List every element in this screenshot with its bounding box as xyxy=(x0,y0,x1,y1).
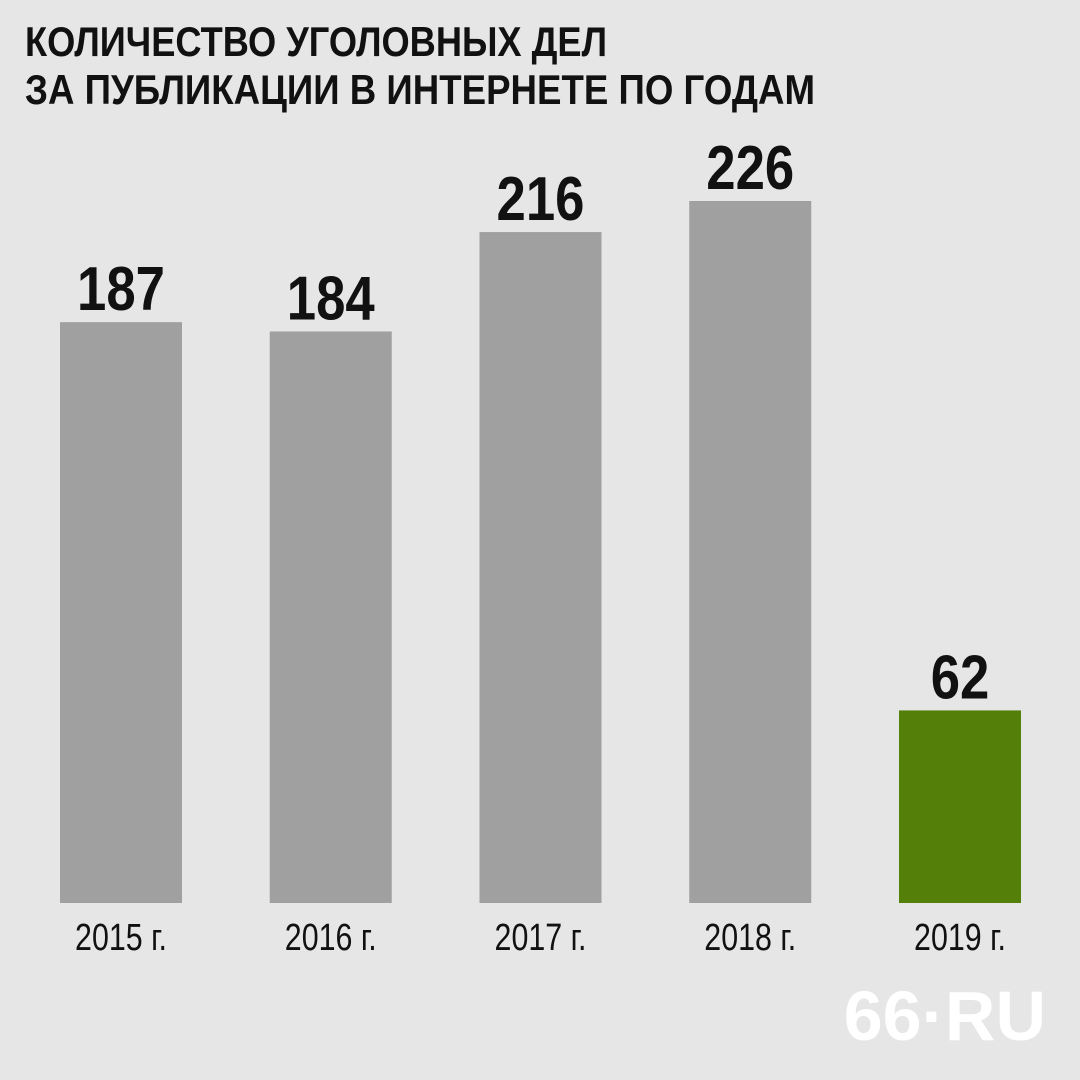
x-tick-label: 2016 г. xyxy=(285,917,377,959)
bar xyxy=(689,201,812,903)
chart-title: КОЛИЧЕСТВО УГОЛОВНЫХ ДЕЛ xyxy=(25,18,607,65)
x-tick-label: 2018 г. xyxy=(704,917,796,959)
value-label: 187 xyxy=(77,255,165,324)
bar xyxy=(479,232,602,903)
value-label: 62 xyxy=(931,643,990,712)
logo: 66·RU xyxy=(844,977,1046,1055)
chart-title: ЗА ПУБЛИКАЦИИ В ИНТЕРНЕТЕ ПО ГОДАМ xyxy=(25,66,815,113)
x-tick-label: 2017 г. xyxy=(495,917,587,959)
bar xyxy=(899,710,1021,903)
x-tick-label: 2019 г. xyxy=(914,917,1006,959)
bar xyxy=(269,331,392,903)
x-tick-label: 2015 г. xyxy=(75,917,167,959)
value-label: 226 xyxy=(706,134,794,203)
value-label: 184 xyxy=(287,265,375,334)
bar xyxy=(60,322,182,903)
value-label: 216 xyxy=(497,165,585,234)
